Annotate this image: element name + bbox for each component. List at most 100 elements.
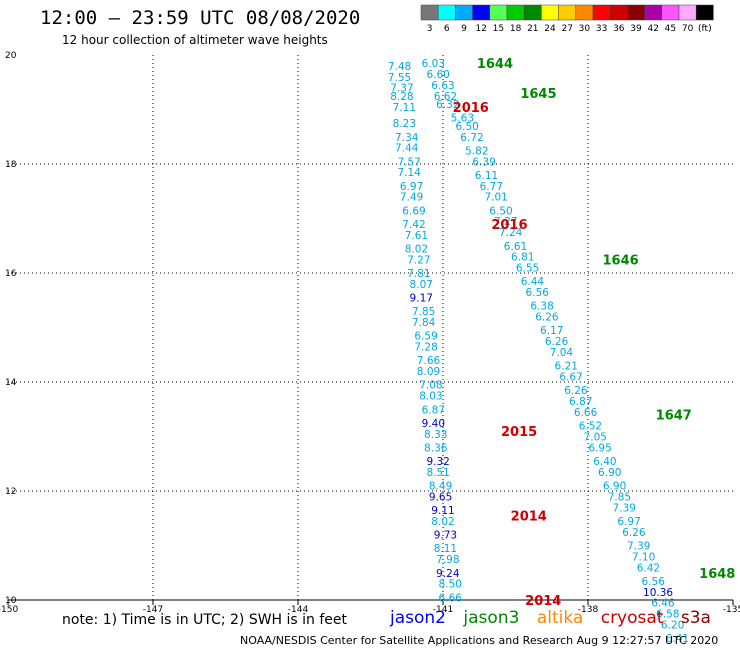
data-point-label: 6.52 — [579, 421, 602, 433]
color-scale-label: 27 — [561, 24, 572, 34]
data-point-label: 9.32 — [426, 456, 449, 468]
data-point-label: 8.02 — [405, 243, 428, 255]
color-scale-legend: 3 6 9 12 15 18 21 24 27 30 33 36 39 42 45 70 (ft) — [420, 4, 714, 34]
track-label: 1648 — [699, 567, 735, 582]
color-swatch — [541, 4, 559, 21]
data-point-label: 9.24 — [436, 568, 460, 580]
data-point-label: 7.57 — [397, 156, 420, 168]
data-point-label: 6.50 — [455, 121, 478, 133]
chart-points: 7.487.557.378.287.11 8.23 7.347.447.577.14… — [388, 58, 689, 645]
credit-line: NOAA/NESDIS Center for Satellite Applica… — [240, 634, 719, 647]
data-point-label: 6.55 — [516, 263, 539, 275]
data-point-label: 7.08 — [419, 380, 442, 392]
data-point-label: 7.49 — [400, 192, 423, 204]
data-point-label: 6.41 — [666, 633, 689, 645]
data-point-label: 6.44 — [521, 276, 545, 288]
x-tick-label: -138 — [578, 605, 599, 615]
color-scale-label: 21 — [527, 24, 538, 34]
x-tick-label: -147 — [143, 605, 163, 615]
data-point-label: 7.27 — [494, 216, 517, 228]
data-point-label: 5.82 — [465, 145, 488, 157]
data-point-label: 6.58 — [656, 609, 679, 621]
data-point-label: 8.02 — [431, 516, 454, 528]
color-swatch — [437, 4, 456, 21]
track-label: 1647 — [656, 409, 692, 424]
color-scale-label: 18 — [510, 24, 522, 34]
sat-cryosat: cryosat — [600, 608, 664, 628]
data-point-label: 7.01 — [484, 192, 507, 204]
page-subtitle: 12 hour collection of altimeter wave hei… — [62, 33, 328, 47]
data-point-label: 7.66 — [417, 355, 441, 367]
data-point-label: 6.97 — [617, 516, 640, 528]
data-point-label: 6.40 — [593, 456, 616, 468]
data-point-label: 7.28 — [414, 342, 437, 354]
data-point-label: 5.63 — [451, 113, 474, 125]
data-point-label: 9.40 — [422, 418, 445, 430]
color-swatch — [558, 4, 577, 21]
color-swatch — [575, 4, 594, 21]
y-tick-label: 10 — [5, 596, 17, 606]
data-point-label: 6.90 — [603, 481, 626, 493]
data-point-label: 7.44 — [395, 143, 419, 155]
color-swatch — [661, 4, 680, 21]
y-tick-label: 16 — [5, 269, 17, 279]
data-point-label: 7.39 — [613, 502, 636, 514]
x-tick-label: -135 — [723, 605, 740, 615]
data-point-label: 8.07 — [410, 279, 433, 291]
data-point-label: 7.85 — [608, 491, 631, 503]
track-label: 2016 — [453, 101, 489, 116]
data-point-label: 6.87 — [422, 404, 445, 416]
data-point-label: 6.26 — [564, 385, 588, 397]
data-point-label: 7.11 — [393, 102, 416, 114]
footer-note: note: 1) Time is in UTC; 2) SWH is in fe… — [62, 612, 348, 628]
data-point-label: 6.11 — [475, 170, 498, 182]
color-scale-label: 3 — [427, 24, 433, 34]
y-tick-label: 14 — [5, 378, 17, 388]
chart-axes: -150 -147 -144 -141 -138 -135 10 12 14 16 18 20 — [0, 51, 740, 615]
data-point-label: 7.85 — [412, 306, 435, 318]
data-point-label: 6.95 — [588, 442, 611, 454]
sat-jason2: jason2 — [390, 608, 446, 628]
data-point-label: 7.98 — [436, 554, 459, 566]
data-point-label: 6.66 — [439, 592, 463, 604]
track-label: 1645 — [520, 87, 556, 102]
data-point-label: 8.50 — [439, 579, 462, 591]
data-point-label: 6.20 — [661, 620, 684, 632]
y-tick-label: 18 — [5, 160, 17, 170]
color-scale-label: 42 — [647, 24, 658, 34]
track-labels: 2016 2016 2015 2014 2014 1644 1645 1646 1647 1648 — [453, 57, 736, 609]
color-swatch — [489, 4, 508, 21]
y-tick-label: 12 — [5, 487, 16, 497]
page-title: 12:00 – 23:59 UTC 08/08/2020 — [40, 7, 361, 29]
color-scale-label: (ft) — [698, 24, 712, 34]
data-point-label: 8.28 — [390, 91, 413, 103]
color-swatch — [644, 4, 663, 21]
data-point-label: 8.03 — [419, 391, 442, 403]
data-point-label: 7.14 — [397, 167, 421, 179]
data-point-label: 6.56 — [642, 576, 666, 588]
data-point-label: 8.49 — [429, 481, 452, 493]
data-point-label: 8.09 — [417, 366, 440, 378]
color-swatch — [455, 4, 473, 21]
data-point-label: 9.73 — [434, 530, 457, 542]
color-scale-label: 45 — [665, 24, 676, 34]
data-point-label: 6.69 — [402, 205, 425, 217]
data-point-label: 6.87 — [569, 396, 592, 408]
x-tick-label: -141 — [433, 605, 453, 615]
data-point-label: 6.77 — [480, 181, 503, 193]
data-point-label: 6.38 — [530, 301, 553, 313]
track-label: 2014 — [511, 510, 547, 525]
data-point-label: 9.11 — [431, 505, 454, 517]
track-label: 2014 — [525, 594, 561, 609]
data-point-label: 8.33 — [424, 429, 447, 441]
color-swatch — [472, 4, 491, 21]
data-point-label: 6.60 — [426, 69, 449, 81]
y-tick-label: 20 — [5, 51, 17, 61]
data-point-label: 6.26 — [545, 336, 569, 348]
color-swatch — [506, 4, 525, 21]
data-point-label: 6.03 — [422, 58, 445, 70]
color-swatch — [420, 4, 439, 21]
data-point-label: 8.51 — [426, 467, 449, 479]
track-label: 1646 — [603, 253, 639, 268]
